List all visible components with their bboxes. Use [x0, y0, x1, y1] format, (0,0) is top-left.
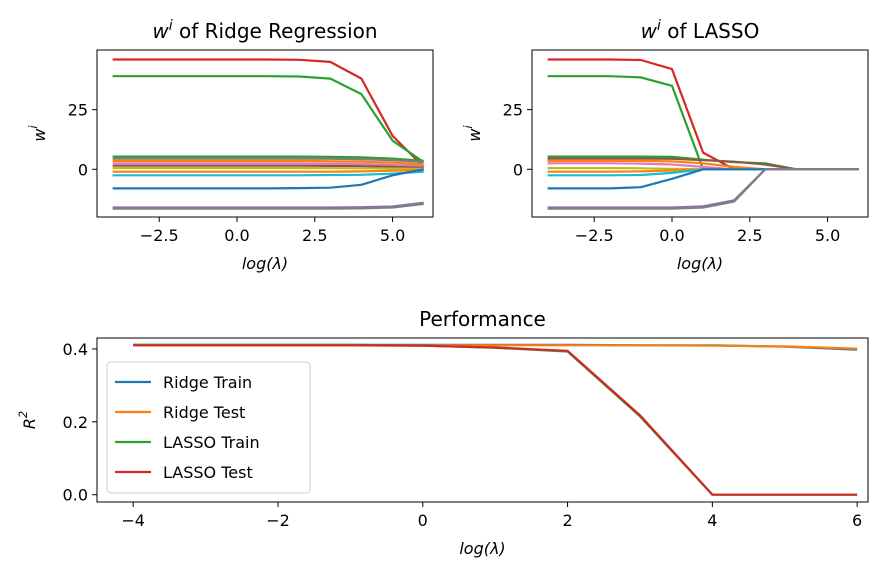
y-tick-label: 0.4	[63, 340, 88, 359]
x-tick-label: 2.5	[302, 226, 327, 245]
legend-entry: LASSO Train	[163, 433, 260, 452]
series-line-7	[112, 164, 424, 169]
series-line-9	[112, 168, 424, 173]
y-axis-label: R2	[17, 411, 39, 429]
chart-title: wi of Ridge Regression	[152, 18, 377, 43]
x-tick-label: −2.5	[140, 226, 179, 245]
chart-title: wi of LASSO	[641, 18, 760, 43]
series-line-5	[112, 159, 424, 166]
legend-entry: Ridge Test	[163, 403, 245, 422]
y-tick-label: 25	[503, 101, 523, 120]
y-tick-label: 0	[78, 160, 88, 179]
x-tick-label: 5.0	[380, 226, 405, 245]
y-axis-label: wi	[27, 125, 49, 142]
x-tick-label: −2.5	[575, 226, 614, 245]
legend-entry: LASSO Test	[163, 463, 253, 482]
x-tick-label: −4	[121, 511, 145, 530]
series-line-11	[112, 168, 424, 190]
x-tick-label: 6	[852, 511, 862, 530]
series-line-10	[112, 170, 424, 177]
series-line-2	[112, 75, 425, 164]
axes-frame	[96, 49, 434, 218]
series-line-8	[112, 167, 424, 170]
chart-panel-3: −4 −2 0 2 4 6 0.0 0.2 0.4 Performance log(λ) R2 Ridg…	[17, 307, 869, 558]
series-line-3	[112, 155, 424, 162]
series-line-12	[112, 201, 424, 209]
chart-panel-1: −2.5 0.0 2.5 5.0 0 25 wi of Ridge Regression lo…	[27, 18, 434, 273]
x-tick-label: 2.5	[737, 226, 762, 245]
series-line-lasso-test	[133, 344, 858, 496]
chart-panel-2: −2.5 0.0 2.5 5.0 0 25 wi of LASSO log(λ) wi	[462, 18, 869, 273]
x-tick-label: 0.0	[659, 226, 684, 245]
series-line-2	[547, 75, 859, 171]
y-tick-label: 0	[513, 160, 523, 179]
series-line-13	[112, 202, 424, 210]
chart-title: Performance	[419, 307, 546, 331]
x-axis-label: log(λ)	[242, 254, 288, 273]
x-axis-label: log(λ)	[677, 254, 723, 273]
series-line-6	[112, 162, 424, 168]
x-axis-label: log(λ)	[459, 539, 505, 558]
legend-box	[106, 361, 311, 494]
series-line-4	[112, 157, 424, 164]
series-line-12	[547, 168, 859, 210]
y-tick-label: 0.2	[63, 413, 88, 432]
y-axis-label: wi	[462, 125, 484, 142]
axes-frame	[531, 49, 869, 218]
x-tick-label: 0	[418, 511, 428, 530]
legend-entry: Ridge Train	[163, 373, 252, 392]
x-tick-label: 0.0	[224, 226, 249, 245]
x-tick-label: 4	[707, 511, 717, 530]
axes-frame	[96, 337, 869, 503]
x-tick-label: −2	[266, 511, 290, 530]
series-line-1	[112, 58, 425, 168]
legend: Ridge Train Ridge Test LASSO Train LASSO Te…	[106, 361, 311, 494]
y-tick-label: 25	[68, 101, 88, 120]
y-tick-label: 0.0	[63, 486, 88, 505]
x-tick-label: 5.0	[815, 226, 840, 245]
x-tick-label: 2	[562, 511, 572, 530]
